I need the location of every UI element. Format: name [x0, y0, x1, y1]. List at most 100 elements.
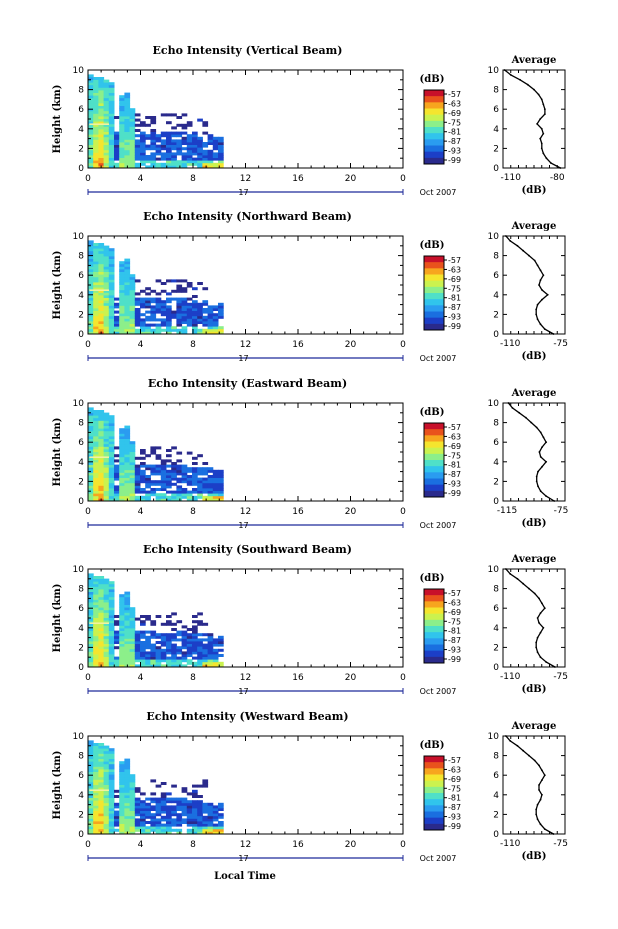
heatmap-cell — [197, 831, 203, 835]
heatmap-cell — [171, 165, 177, 169]
profile-point — [504, 735, 507, 737]
x-tick-label: 20 — [345, 673, 357, 683]
y-tick-label: 6 — [78, 271, 84, 281]
heatmap-cell — [218, 648, 224, 652]
colorbar-segment — [424, 644, 444, 648]
heatmap-cell — [124, 617, 131, 621]
colorbar-segment — [424, 277, 444, 282]
y-tick-label: 8 — [78, 86, 84, 96]
heatmap-cell — [108, 596, 115, 600]
heatmap-cell — [103, 323, 110, 327]
heatmap-cell — [93, 126, 99, 130]
heatmap-cell — [129, 116, 136, 119]
heatmap-cell — [145, 661, 151, 665]
heatmap-cell — [134, 477, 141, 481]
heatmap-cell — [98, 263, 105, 267]
heatmap-cell — [114, 802, 120, 806]
heatmap-cell — [103, 659, 110, 663]
heatmap-cell — [119, 131, 125, 135]
heatmap-cell — [103, 607, 110, 611]
heatmap-cell — [124, 292, 131, 296]
beam-panel: Echo Intensity (Vertical Beam)Height (km… — [52, 44, 566, 197]
heatmap-cell — [129, 328, 136, 332]
heatmap-cell — [108, 121, 115, 125]
heatmap-cell — [103, 818, 110, 822]
profile-point — [538, 597, 540, 600]
heatmap-cell — [150, 643, 157, 647]
heatmap-cell — [192, 643, 198, 647]
heatmap-cell — [103, 263, 110, 267]
heatmap-cell — [124, 263, 131, 267]
heatmap-cell — [150, 648, 157, 652]
heatmap-cell — [119, 485, 125, 489]
colorbar-segment — [424, 493, 444, 498]
heatmap-cell — [98, 828, 105, 832]
heatmap-cell — [119, 144, 125, 148]
heatmap-cell — [124, 823, 131, 827]
heatmap-cell — [88, 282, 94, 285]
heatmap-cell — [171, 162, 177, 166]
heatmap-cell — [88, 753, 94, 757]
heatmap-cell — [207, 318, 214, 322]
heatmap-cell — [181, 113, 188, 117]
heatmap-cell — [145, 477, 151, 481]
heatmap-cell — [212, 162, 219, 166]
heatmap-cell — [202, 123, 209, 127]
heatmap-cell — [145, 493, 151, 497]
heatmap-cell — [218, 488, 224, 491]
heatmap-cell — [93, 648, 99, 652]
heatmap-cell — [134, 142, 141, 145]
heatmap-cell — [108, 263, 115, 267]
heatmap-cell — [166, 279, 172, 283]
heatmap-cell — [166, 490, 172, 494]
heatmap-cell — [207, 661, 214, 665]
colorbar-segment — [424, 802, 444, 806]
heatmap-cell — [218, 152, 224, 156]
heatmap-cell — [218, 654, 224, 657]
heatmap-cell — [103, 131, 110, 135]
heatmap-cell — [129, 162, 136, 166]
profile-point — [536, 803, 539, 806]
y-tick-label: 10 — [73, 66, 85, 76]
heatmap-cell — [98, 292, 105, 296]
heatmap-cell — [98, 583, 105, 587]
heatmap-cell — [93, 84, 99, 88]
heatmap-cell — [176, 808, 183, 811]
heatmap-cell — [202, 779, 209, 783]
heatmap-cell — [192, 789, 198, 793]
heatmap-cell — [88, 641, 94, 644]
heatmap-cell — [171, 661, 177, 665]
colorbar-segment — [424, 108, 444, 112]
heatmap-cell — [150, 821, 157, 824]
heatmap-cell — [186, 654, 193, 657]
heatmap-cell — [145, 828, 151, 832]
heatmap-cell — [88, 498, 94, 502]
heatmap-cell — [108, 615, 115, 618]
heatmap-cell — [108, 287, 115, 291]
heatmap-cell — [207, 823, 214, 827]
heatmap-cell — [93, 118, 99, 122]
heatmap-cell — [124, 274, 131, 278]
heatmap-cell — [186, 121, 193, 125]
heatmap-cell — [155, 813, 162, 817]
heatmap-cell — [160, 810, 167, 814]
heatmap-cell — [134, 157, 141, 161]
profile-point — [539, 631, 542, 634]
heatmap-cell — [88, 420, 94, 424]
heatmap-cell — [192, 318, 198, 322]
heatmap-cell — [108, 149, 115, 153]
heatmap-cell — [108, 113, 115, 117]
heatmap-cell — [150, 451, 157, 455]
heatmap-cell — [140, 802, 146, 806]
heatmap-cell — [176, 818, 183, 822]
heatmap-cell — [192, 628, 198, 631]
heatmap-cell — [218, 308, 224, 311]
heatmap-cell — [119, 274, 125, 278]
profile-y-tick-label: 6 — [493, 771, 499, 781]
heatmap-cell — [93, 758, 99, 762]
heatmap-cell — [93, 271, 99, 275]
profile-y-tick-label: 10 — [488, 232, 500, 242]
heatmap-cell — [202, 495, 209, 499]
heatmap-cell — [129, 615, 136, 618]
heatmap-cell — [108, 771, 115, 775]
